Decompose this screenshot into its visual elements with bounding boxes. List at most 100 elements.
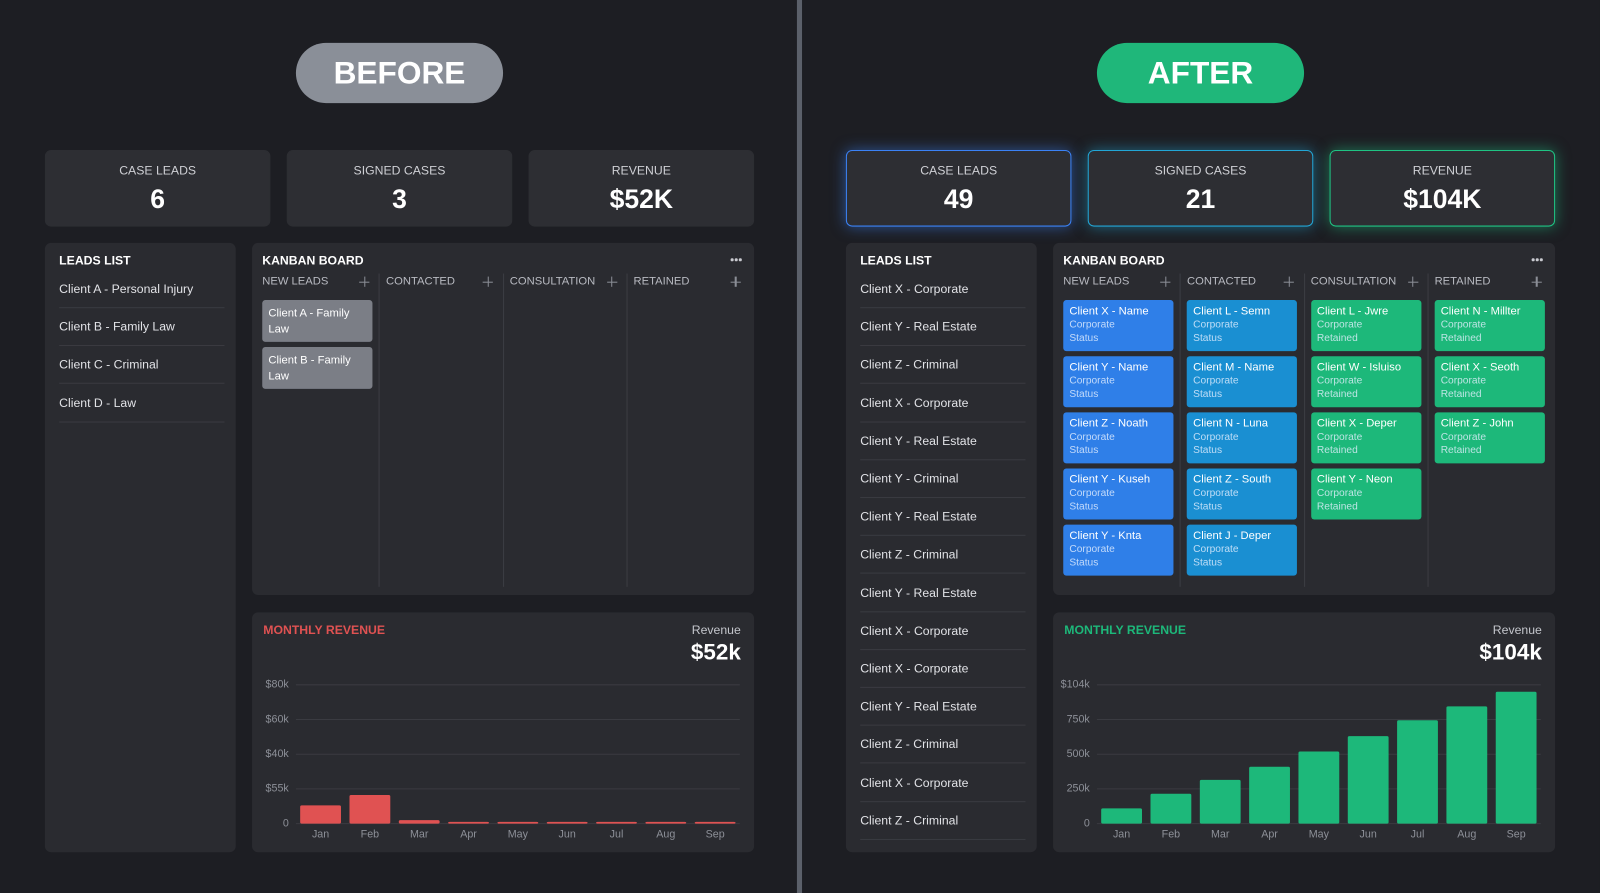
- lead-item[interactable]: Client B - Family Law: [59, 319, 175, 334]
- lead-item[interactable]: Client X - Corporate: [860, 395, 969, 410]
- lead-separator: [860, 686, 1026, 688]
- card-line: Corporate: [1440, 319, 1487, 331]
- kanban-card[interactable]: Client A - Family Law: [262, 300, 373, 342]
- plus-icon[interactable]: [1536, 276, 1538, 287]
- card-line: Corporate: [1193, 487, 1239, 500]
- column-header: CONTACTED: [1187, 275, 1257, 288]
- card-line: Status: [1069, 557, 1099, 569]
- menu-dot[interactable]: [734, 258, 738, 261]
- leads-panel: [845, 242, 1037, 853]
- kanban-card[interactable]: Client Y - Name Corporate Status: [1063, 356, 1174, 408]
- kanban-card[interactable]: Client Z - John Corporate Retained: [1434, 412, 1545, 464]
- kanban-card[interactable]: Client N - Millter Corporate Retained: [1434, 300, 1545, 352]
- lead-item[interactable]: Client C - Criminal: [59, 357, 159, 372]
- stat-card: SIGNED CASES 21: [1087, 150, 1314, 227]
- lead-item[interactable]: Client Y - Real Estate: [860, 319, 977, 334]
- kanban-card[interactable]: Client B - Family Law: [262, 347, 373, 389]
- card-line: Corporate: [1440, 375, 1487, 387]
- lead-item[interactable]: Client Z - Criminal: [860, 547, 959, 562]
- menu-dot[interactable]: [738, 258, 742, 261]
- lead-item[interactable]: Client Z - Criminal: [860, 813, 959, 828]
- lead-item[interactable]: Client D - Law: [59, 395, 137, 410]
- lead-item[interactable]: Client Y - Real Estate: [860, 433, 977, 448]
- stat-label: SIGNED CASES: [353, 163, 446, 178]
- kanban-card[interactable]: Client L - Jwre Corporate Retained: [1310, 300, 1422, 352]
- card-line: Status: [1069, 501, 1099, 513]
- card-line: Corporate: [1316, 487, 1363, 500]
- kanban-card[interactable]: Client J - Deper Corporate Status: [1187, 524, 1298, 576]
- stat-value: 6: [150, 183, 166, 215]
- card-line: Corporate: [1069, 543, 1115, 556]
- stat-label: REVENUE: [1412, 163, 1472, 178]
- stat-label: REVENUE: [611, 163, 671, 178]
- plus-icon[interactable]: [735, 276, 737, 287]
- kanban-card[interactable]: Client Z - South Corporate Status: [1187, 468, 1298, 520]
- card-title: Client Y - Neon: [1316, 473, 1393, 486]
- plus-icon[interactable]: [487, 276, 489, 287]
- lead-item[interactable]: Client X - Corporate: [860, 775, 969, 790]
- lead-item[interactable]: Client Y - Real Estate: [860, 509, 977, 524]
- stat-value: 3: [392, 183, 407, 215]
- column-separator: [1427, 273, 1429, 587]
- card-line: Status: [1193, 388, 1223, 401]
- lead-item[interactable]: Client X - Corporate: [860, 623, 969, 638]
- kanban-card[interactable]: Client X - Seoth Corporate Retained: [1434, 356, 1545, 408]
- lead-item[interactable]: Client A - Personal Injury: [59, 281, 194, 296]
- column-header: NEW LEADS: [262, 275, 329, 288]
- stat-card: REVENUE $104K: [1329, 150, 1556, 227]
- menu-dot[interactable]: [1539, 258, 1543, 261]
- card-title: Client X - Name: [1069, 305, 1149, 318]
- leads-title: LEADS LIST: [860, 253, 932, 268]
- revenue-value: $52k: [690, 638, 741, 665]
- kanban-card[interactable]: Client X - Deper Corporate Retained: [1310, 412, 1422, 464]
- lead-separator: [860, 762, 1026, 764]
- card-title: Client Z - John: [1440, 417, 1514, 430]
- kanban-card[interactable]: Client Z - Noath Corporate Status: [1063, 412, 1174, 464]
- lead-item[interactable]: Client X - Corporate: [860, 281, 969, 296]
- column-header: NEW LEADS: [1063, 275, 1130, 288]
- kanban-card[interactable]: Client Y - Knta Corporate Status: [1063, 524, 1174, 576]
- lead-item[interactable]: Client Z - Criminal: [860, 737, 959, 752]
- kanban-card[interactable]: Client L - Semn Corporate Status: [1187, 300, 1298, 352]
- plus-icon[interactable]: [611, 276, 613, 287]
- lead-item[interactable]: Client Z - Criminal: [860, 357, 959, 372]
- card-line: Corporate: [1069, 319, 1115, 331]
- divider: [796, 0, 803, 893]
- lead-separator: [860, 610, 1026, 612]
- card-title: Client B - Family Law: [268, 354, 351, 383]
- card-line: Status: [1069, 444, 1099, 457]
- stat-value: $104K: [1403, 183, 1482, 215]
- lead-item[interactable]: Client X - Corporate: [860, 661, 969, 676]
- kanban-card[interactable]: Client Y - Kuseh Corporate Status: [1063, 468, 1174, 520]
- lead-item[interactable]: Client Y - Real Estate: [860, 585, 977, 600]
- menu-dot[interactable]: [730, 258, 734, 261]
- card-title: Client W - Isluiso: [1316, 361, 1402, 374]
- kanban-card[interactable]: Client N - Luna Corporate Status: [1187, 412, 1298, 464]
- kanban-card[interactable]: Client W - Isluiso Corporate Retained: [1310, 356, 1422, 408]
- chart-title: MONTHLY REVENUE: [1064, 622, 1187, 637]
- lead-separator: [59, 421, 225, 423]
- revenue-label: Revenue: [691, 622, 741, 637]
- card-line: Status: [1193, 557, 1223, 569]
- kanban-title: KANBAN BOARD: [1063, 253, 1165, 268]
- lead-item[interactable]: Client Y - Criminal: [860, 471, 959, 486]
- kanban-card[interactable]: Client Y - Neon Corporate Retained: [1310, 468, 1422, 520]
- menu-dot[interactable]: [1535, 258, 1539, 261]
- plus-icon[interactable]: [1288, 276, 1290, 287]
- lead-item[interactable]: Client Y - Real Estate: [860, 699, 977, 714]
- plus-icon[interactable]: [1164, 276, 1167, 287]
- menu-dot[interactable]: [1531, 258, 1535, 261]
- column-separator: [1303, 273, 1305, 587]
- card-title: Client A - Family Law: [268, 307, 350, 336]
- kanban-card[interactable]: Client M - Name Corporate Status: [1187, 356, 1298, 408]
- column-header: CONSULTATION: [1310, 275, 1397, 288]
- lead-separator: [860, 307, 1026, 309]
- plus-icon[interactable]: [363, 276, 366, 287]
- kanban-card[interactable]: Client X - Name Corporate Status: [1063, 300, 1174, 352]
- card-title: Client X - Seoth: [1440, 361, 1520, 374]
- column-header: RETAINED: [1434, 275, 1491, 288]
- column-header: RETAINED: [633, 275, 690, 288]
- card-title: Client L - Jwre: [1316, 305, 1389, 318]
- plus-icon[interactable]: [1412, 276, 1414, 287]
- lead-separator: [59, 383, 225, 385]
